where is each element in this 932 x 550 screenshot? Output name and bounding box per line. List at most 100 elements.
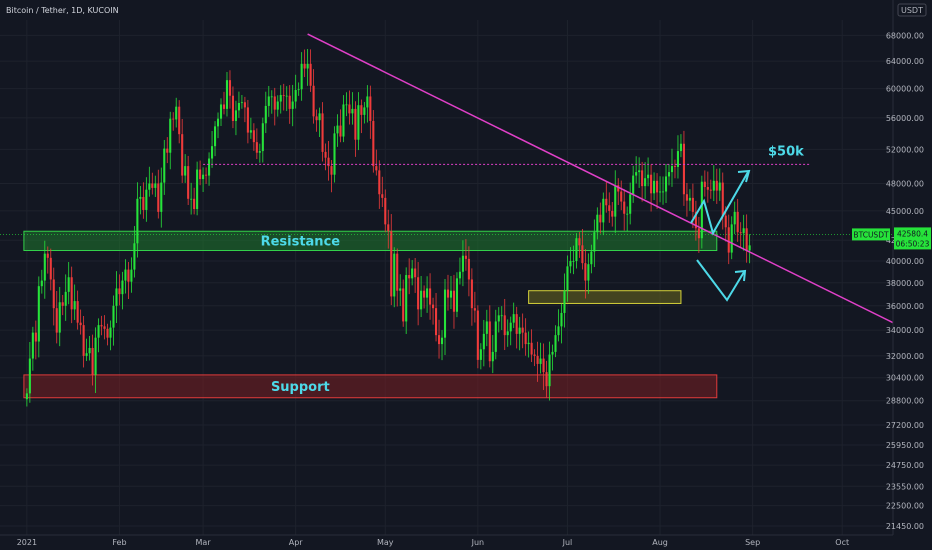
candle-body xyxy=(348,104,351,114)
candle-body xyxy=(614,185,617,217)
candle-body xyxy=(635,172,638,176)
candle-body xyxy=(730,224,733,253)
candle-body xyxy=(324,151,327,158)
y-tick-label: 28800.00 xyxy=(886,397,924,406)
zone-resistance xyxy=(23,230,718,251)
candle-body xyxy=(390,231,393,297)
candle-body xyxy=(330,166,333,175)
candle-body xyxy=(578,238,581,246)
candle-body xyxy=(64,291,67,306)
candle-body xyxy=(297,89,300,91)
target-label: $50k xyxy=(768,144,804,159)
candle-body xyxy=(61,302,64,306)
candle-body xyxy=(193,198,196,210)
candle-body xyxy=(363,107,366,115)
candle-body xyxy=(521,327,524,333)
candle-body xyxy=(545,372,548,387)
candle-body xyxy=(703,181,706,188)
candle-body xyxy=(694,211,697,229)
candle-body xyxy=(399,288,402,291)
price-axis-bg xyxy=(893,0,932,550)
candle-body xyxy=(166,148,169,153)
candle-body xyxy=(518,327,521,334)
candle-body xyxy=(225,80,229,109)
y-tick-label: 64000.00 xyxy=(886,57,924,66)
y-tick-label: 32000.00 xyxy=(886,352,924,361)
candle-body xyxy=(432,304,435,309)
bullish-arrow xyxy=(690,171,749,236)
zone-label-support: Support xyxy=(271,380,330,395)
candle-body xyxy=(653,180,656,194)
y-tick-label: 23550.00 xyxy=(886,482,924,491)
candle-body xyxy=(596,214,599,233)
candle-body xyxy=(527,342,530,345)
candle-body xyxy=(482,333,485,350)
candle-body xyxy=(133,243,136,270)
candle-body xyxy=(205,174,208,176)
candle-body xyxy=(157,183,160,212)
candle-body xyxy=(267,96,270,106)
y-tick-label: 68000.00 xyxy=(886,31,924,40)
candle-body xyxy=(160,182,163,212)
candle-body xyxy=(219,104,223,119)
candle-body xyxy=(282,95,285,96)
ticker-tag xyxy=(852,228,890,241)
candle-body xyxy=(512,314,515,323)
candle-body xyxy=(650,174,653,194)
ticker-tag-label: BTCUSDT xyxy=(853,230,889,239)
candle-body xyxy=(623,201,626,214)
candle-body xyxy=(608,205,611,211)
candle-body xyxy=(252,130,255,143)
candle-body xyxy=(351,108,354,114)
candle-body xyxy=(321,113,324,152)
candle-body xyxy=(231,95,235,121)
candle-body xyxy=(291,101,294,109)
candle-body xyxy=(196,169,199,210)
candle-body xyxy=(294,89,297,102)
y-tick-label: 36000.00 xyxy=(886,302,924,311)
candle-body xyxy=(479,349,482,360)
candle-body xyxy=(387,224,390,232)
candle-body xyxy=(28,358,31,394)
candle-body xyxy=(742,228,745,234)
candle-body xyxy=(557,326,560,336)
candle-body xyxy=(270,96,273,98)
candle-body xyxy=(384,197,387,225)
candle-body xyxy=(697,228,700,239)
candle-body xyxy=(590,251,593,265)
candle-body xyxy=(91,347,94,375)
candle-body xyxy=(718,182,721,191)
bearish-arrow xyxy=(696,259,745,302)
candle-body xyxy=(31,332,34,359)
candle-body xyxy=(312,85,315,117)
candle-body xyxy=(629,194,632,214)
candle-body xyxy=(500,315,503,317)
candle-body xyxy=(733,211,736,225)
candle-body xyxy=(497,315,500,322)
candle-body xyxy=(414,268,417,278)
bullish-arrowhead xyxy=(737,169,751,183)
currency-badge: USDT xyxy=(897,3,927,17)
y-tick-label: 40000.00 xyxy=(886,257,924,266)
x-tick-label: 2021 xyxy=(17,538,37,547)
candle-body xyxy=(593,232,596,252)
candle-body xyxy=(461,255,464,272)
candle-body xyxy=(127,269,130,282)
candle-body xyxy=(440,337,444,345)
candle-body xyxy=(679,143,682,152)
candle-body xyxy=(46,253,49,258)
candle-body xyxy=(106,328,109,338)
candle-body xyxy=(288,95,291,109)
candle-body xyxy=(470,279,473,309)
candle-body xyxy=(222,104,226,109)
candle-body xyxy=(199,169,202,180)
y-tick-label: 34000.00 xyxy=(886,326,924,335)
candle-body xyxy=(124,269,127,281)
candle-body xyxy=(563,290,566,313)
candle-body xyxy=(276,101,279,110)
candle-body xyxy=(184,166,187,176)
candle-body xyxy=(336,125,339,134)
candle-body xyxy=(381,194,384,198)
